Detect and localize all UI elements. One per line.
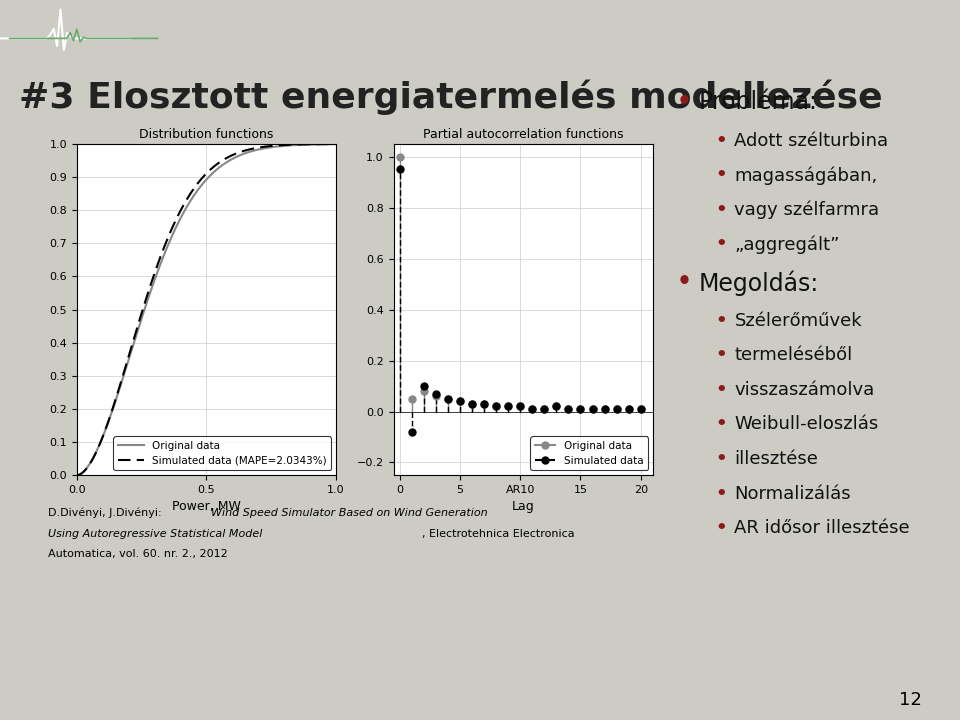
Original data — [71, 471, 83, 480]
Text: „aggregált”: „aggregált” — [734, 235, 840, 254]
Simulated data (MAPE=2.0343%) — [283, 140, 295, 149]
Text: •: • — [715, 346, 727, 364]
X-axis label: Power, MW: Power, MW — [172, 500, 241, 513]
Text: termeléséből: termeléséből — [734, 346, 852, 364]
Text: •: • — [715, 381, 727, 399]
Text: 12: 12 — [899, 691, 922, 709]
Title: Distribution functions: Distribution functions — [139, 128, 274, 141]
Text: •: • — [715, 485, 727, 503]
Text: Szélerőművek: Szélerőművek — [734, 312, 862, 330]
Text: Wind Speed Simulator Based on Wind Generation: Wind Speed Simulator Based on Wind Gener… — [211, 508, 488, 518]
Simulated data (MAPE=2.0343%) — [71, 471, 83, 480]
Original data — [330, 140, 342, 148]
Text: Megoldás:: Megoldás: — [699, 270, 819, 295]
Text: •: • — [715, 312, 727, 330]
Original data — [196, 181, 207, 189]
Simulated data (MAPE=2.0343%) — [324, 140, 336, 148]
Text: •: • — [677, 270, 692, 294]
Text: Automatica, vol. 60. nr. 2., 2012: Automatica, vol. 60. nr. 2., 2012 — [48, 549, 228, 559]
Text: •: • — [677, 90, 692, 114]
Text: •: • — [715, 415, 727, 433]
Original data — [226, 156, 237, 164]
Simulated data (MAPE=2.0343%) — [194, 176, 205, 185]
Legend: Original data, Simulated data (MAPE=2.0343%): Original data, Simulated data (MAPE=2.03… — [113, 436, 331, 470]
Text: •: • — [715, 132, 727, 150]
Original data — [211, 165, 223, 174]
Text: vagy szélfarmra: vagy szélfarmra — [734, 201, 879, 220]
Text: magasságában,: magasságában, — [734, 166, 877, 185]
Text: Weibull-eloszlás: Weibull-eloszlás — [734, 415, 878, 433]
Text: , Electrotehnica Electronica: , Electrotehnica Electronica — [422, 529, 575, 539]
Text: •: • — [715, 201, 727, 219]
Text: •: • — [715, 450, 727, 468]
Text: visszaszámolva: visszaszámolva — [734, 381, 875, 399]
Title: Partial autocorrelation functions: Partial autocorrelation functions — [423, 128, 623, 141]
Text: •: • — [715, 166, 727, 184]
Simulated data (MAPE=2.0343%) — [196, 174, 207, 183]
Line: Simulated data (MAPE=2.0343%): Simulated data (MAPE=2.0343%) — [77, 144, 336, 475]
Text: Normalizálás: Normalizálás — [734, 485, 851, 503]
Text: #3 Elosztott energiatermelés modellezése: #3 Elosztott energiatermelés modellezése — [19, 79, 883, 115]
Text: Using Autoregressive Statistical Model: Using Autoregressive Statistical Model — [48, 529, 262, 539]
Text: •: • — [715, 519, 727, 537]
Text: Probléma:: Probléma: — [699, 90, 818, 114]
X-axis label: Lag: Lag — [512, 500, 535, 513]
Original data — [283, 141, 295, 150]
Text: •: • — [715, 235, 727, 253]
Original data — [324, 140, 336, 148]
Text: Adott szélturbina: Adott szélturbina — [734, 132, 889, 150]
Legend: Original data, Simulated data: Original data, Simulated data — [531, 436, 648, 470]
Simulated data (MAPE=2.0343%) — [330, 140, 342, 148]
Simulated data (MAPE=2.0343%) — [226, 151, 237, 160]
Text: AR idősor illesztése: AR idősor illesztése — [734, 519, 910, 537]
Original data — [194, 183, 205, 192]
Line: Original data: Original data — [77, 144, 336, 475]
Text: D.Divényi, J.Divényi:: D.Divényi, J.Divényi: — [48, 508, 165, 518]
Simulated data (MAPE=2.0343%) — [211, 160, 223, 168]
Text: illesztése: illesztése — [734, 450, 818, 468]
